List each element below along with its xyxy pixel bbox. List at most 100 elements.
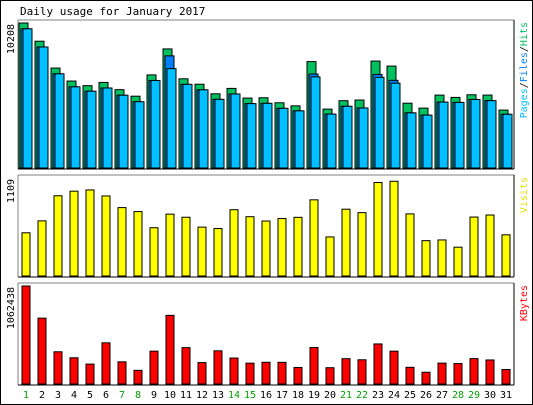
visits-bar-visits-day-16	[261, 220, 271, 277]
visits-bar-visits-day-12	[197, 226, 207, 277]
x-tick-label-day-26: 26	[420, 390, 432, 401]
visits-bar-visits-day-25	[405, 213, 415, 277]
visits-bar-visits-day-22	[357, 212, 367, 277]
visits-bar-visits-day-18	[293, 216, 303, 277]
x-tick-label-day-11: 11	[180, 390, 192, 401]
hits-bar-pages-day-24	[390, 82, 401, 169]
kbytes-bar-kbytes-day-24	[389, 350, 399, 385]
hits-bar-pages-day-7	[118, 94, 129, 169]
visits-bar-visits-day-15	[245, 216, 255, 277]
hits-bar-pages-day-22	[358, 107, 369, 169]
kbytes-bar-kbytes-day-16	[261, 361, 271, 385]
visits-bar-visits-day-4	[69, 190, 79, 277]
kbytes-bar-kbytes-day-2	[37, 317, 47, 385]
x-tick-label-day-21: 21	[340, 390, 352, 401]
visits-bar-visits-day-31	[501, 234, 511, 277]
visits-bar-visits-day-26	[421, 240, 431, 277]
hits-bar-pages-day-30	[486, 100, 497, 169]
x-tick-label-day-10: 10	[164, 390, 176, 401]
hits-bar-pages-day-29	[470, 98, 481, 169]
kbytes-bar-kbytes-day-4	[69, 357, 79, 385]
visits-bar-visits-day-11	[181, 216, 191, 277]
kbytes-bar-kbytes-day-9	[149, 350, 159, 385]
x-tick-label-day-1: 1	[23, 390, 29, 401]
visits-bar-visits-day-9	[149, 227, 159, 277]
kbytes-bar-kbytes-day-1	[21, 285, 31, 385]
x-tick-label-day-3: 3	[55, 390, 61, 401]
visits-bar-visits-day-8	[133, 211, 143, 277]
x-tick-label-day-4: 4	[71, 390, 77, 401]
x-tick-label-day-16: 16	[260, 390, 272, 401]
kbytes-bar-kbytes-day-3	[53, 351, 63, 385]
visits-bar-visits-day-28	[453, 246, 463, 277]
hits-bar-pages-day-31	[502, 113, 513, 169]
visits-bar-visits-day-20	[325, 236, 335, 277]
kbytes-bar-kbytes-day-29	[469, 358, 479, 385]
hits-bar-pages-day-25	[406, 112, 417, 169]
hits-bar-pages-day-1	[22, 28, 33, 169]
kbytes-bar-kbytes-day-27	[437, 362, 447, 385]
x-tick-label-day-5: 5	[87, 390, 93, 401]
visits-bar-visits-day-10	[165, 213, 175, 277]
x-tick-label-day-25: 25	[404, 390, 416, 401]
kbytes-bar-kbytes-day-19	[309, 347, 319, 385]
x-tick-label-day-13: 13	[212, 390, 224, 401]
kbytes-bar-kbytes-day-5	[85, 363, 95, 385]
chart-title: Daily usage for January 2017	[20, 5, 205, 18]
hits-bar-pages-day-17	[278, 107, 289, 169]
hits-bar-pages-day-3	[54, 73, 65, 169]
hits-bar-pages-day-8	[134, 101, 145, 169]
hits-bar-pages-day-10	[166, 68, 177, 169]
hits-bar-pages-day-20	[326, 113, 337, 169]
x-tick-label-day-6: 6	[103, 390, 109, 401]
hits-bar-pages-day-15	[246, 103, 257, 169]
x-tick-label-day-27: 27	[436, 390, 448, 401]
hits-bar-pages-day-13	[214, 98, 225, 169]
x-tick-label-day-17: 17	[276, 390, 288, 401]
x-tick-label-day-15: 15	[244, 390, 256, 401]
kbytes-ymax-label: 1062438	[6, 287, 17, 329]
kbytes-bar-kbytes-day-18	[293, 366, 303, 385]
kbytes-bar-kbytes-day-26	[421, 371, 431, 385]
hits-ymax-label: 10208	[6, 24, 17, 54]
hits-series-label-part: /	[519, 82, 530, 88]
visits-bar-visits-day-30	[485, 214, 495, 277]
visits-bar-visits-day-29	[469, 216, 479, 277]
kbytes-bar-kbytes-day-25	[405, 366, 415, 385]
hits-bar-pages-day-21	[342, 105, 353, 169]
hits-bar-pages-day-28	[454, 101, 465, 169]
x-tick-label-day-22: 22	[356, 390, 368, 401]
visits-bar-visits-day-14	[229, 209, 239, 277]
kbytes-bar-kbytes-day-15	[245, 362, 255, 385]
hits-bar-pages-day-23	[374, 76, 385, 169]
visits-bar-visits-day-24	[389, 180, 399, 277]
kbytes-bar-kbytes-day-10	[165, 314, 175, 385]
hits-bar-pages-day-12	[198, 89, 209, 169]
hits-bar-pages-day-27	[438, 101, 449, 169]
kbytes-bar-kbytes-day-6	[101, 342, 111, 385]
kbytes-bar-kbytes-day-23	[373, 343, 383, 385]
hits-series-label-part: Pages	[519, 88, 530, 118]
kbytes-bar-kbytes-day-12	[197, 362, 207, 385]
x-tick-label-day-29: 29	[468, 390, 480, 401]
visits-series-label-part: Visits	[519, 177, 530, 213]
kbytes-series-label-part: KBytes	[519, 285, 530, 321]
x-tick-label-day-14: 14	[228, 390, 240, 401]
x-tick-label-day-24: 24	[388, 390, 400, 401]
kbytes-bar-kbytes-day-21	[341, 358, 351, 385]
hits-series-label-part: /	[519, 46, 530, 52]
x-tick-label-day-20: 20	[324, 390, 336, 401]
visits-bar-visits-day-6	[101, 195, 111, 277]
x-tick-label-day-31: 31	[500, 390, 512, 401]
kbytes-bar-kbytes-day-22	[357, 359, 367, 385]
kbytes-bar-kbytes-day-17	[277, 361, 287, 385]
x-tick-label-day-12: 12	[196, 390, 208, 401]
kbytes-bar-kbytes-day-8	[133, 369, 143, 385]
hits-series-label-part: Files	[519, 52, 530, 82]
visits-bar-visits-day-13	[213, 228, 223, 277]
x-tick-label-day-2: 2	[39, 390, 45, 401]
hits-series-label-part: Hits	[519, 22, 530, 46]
